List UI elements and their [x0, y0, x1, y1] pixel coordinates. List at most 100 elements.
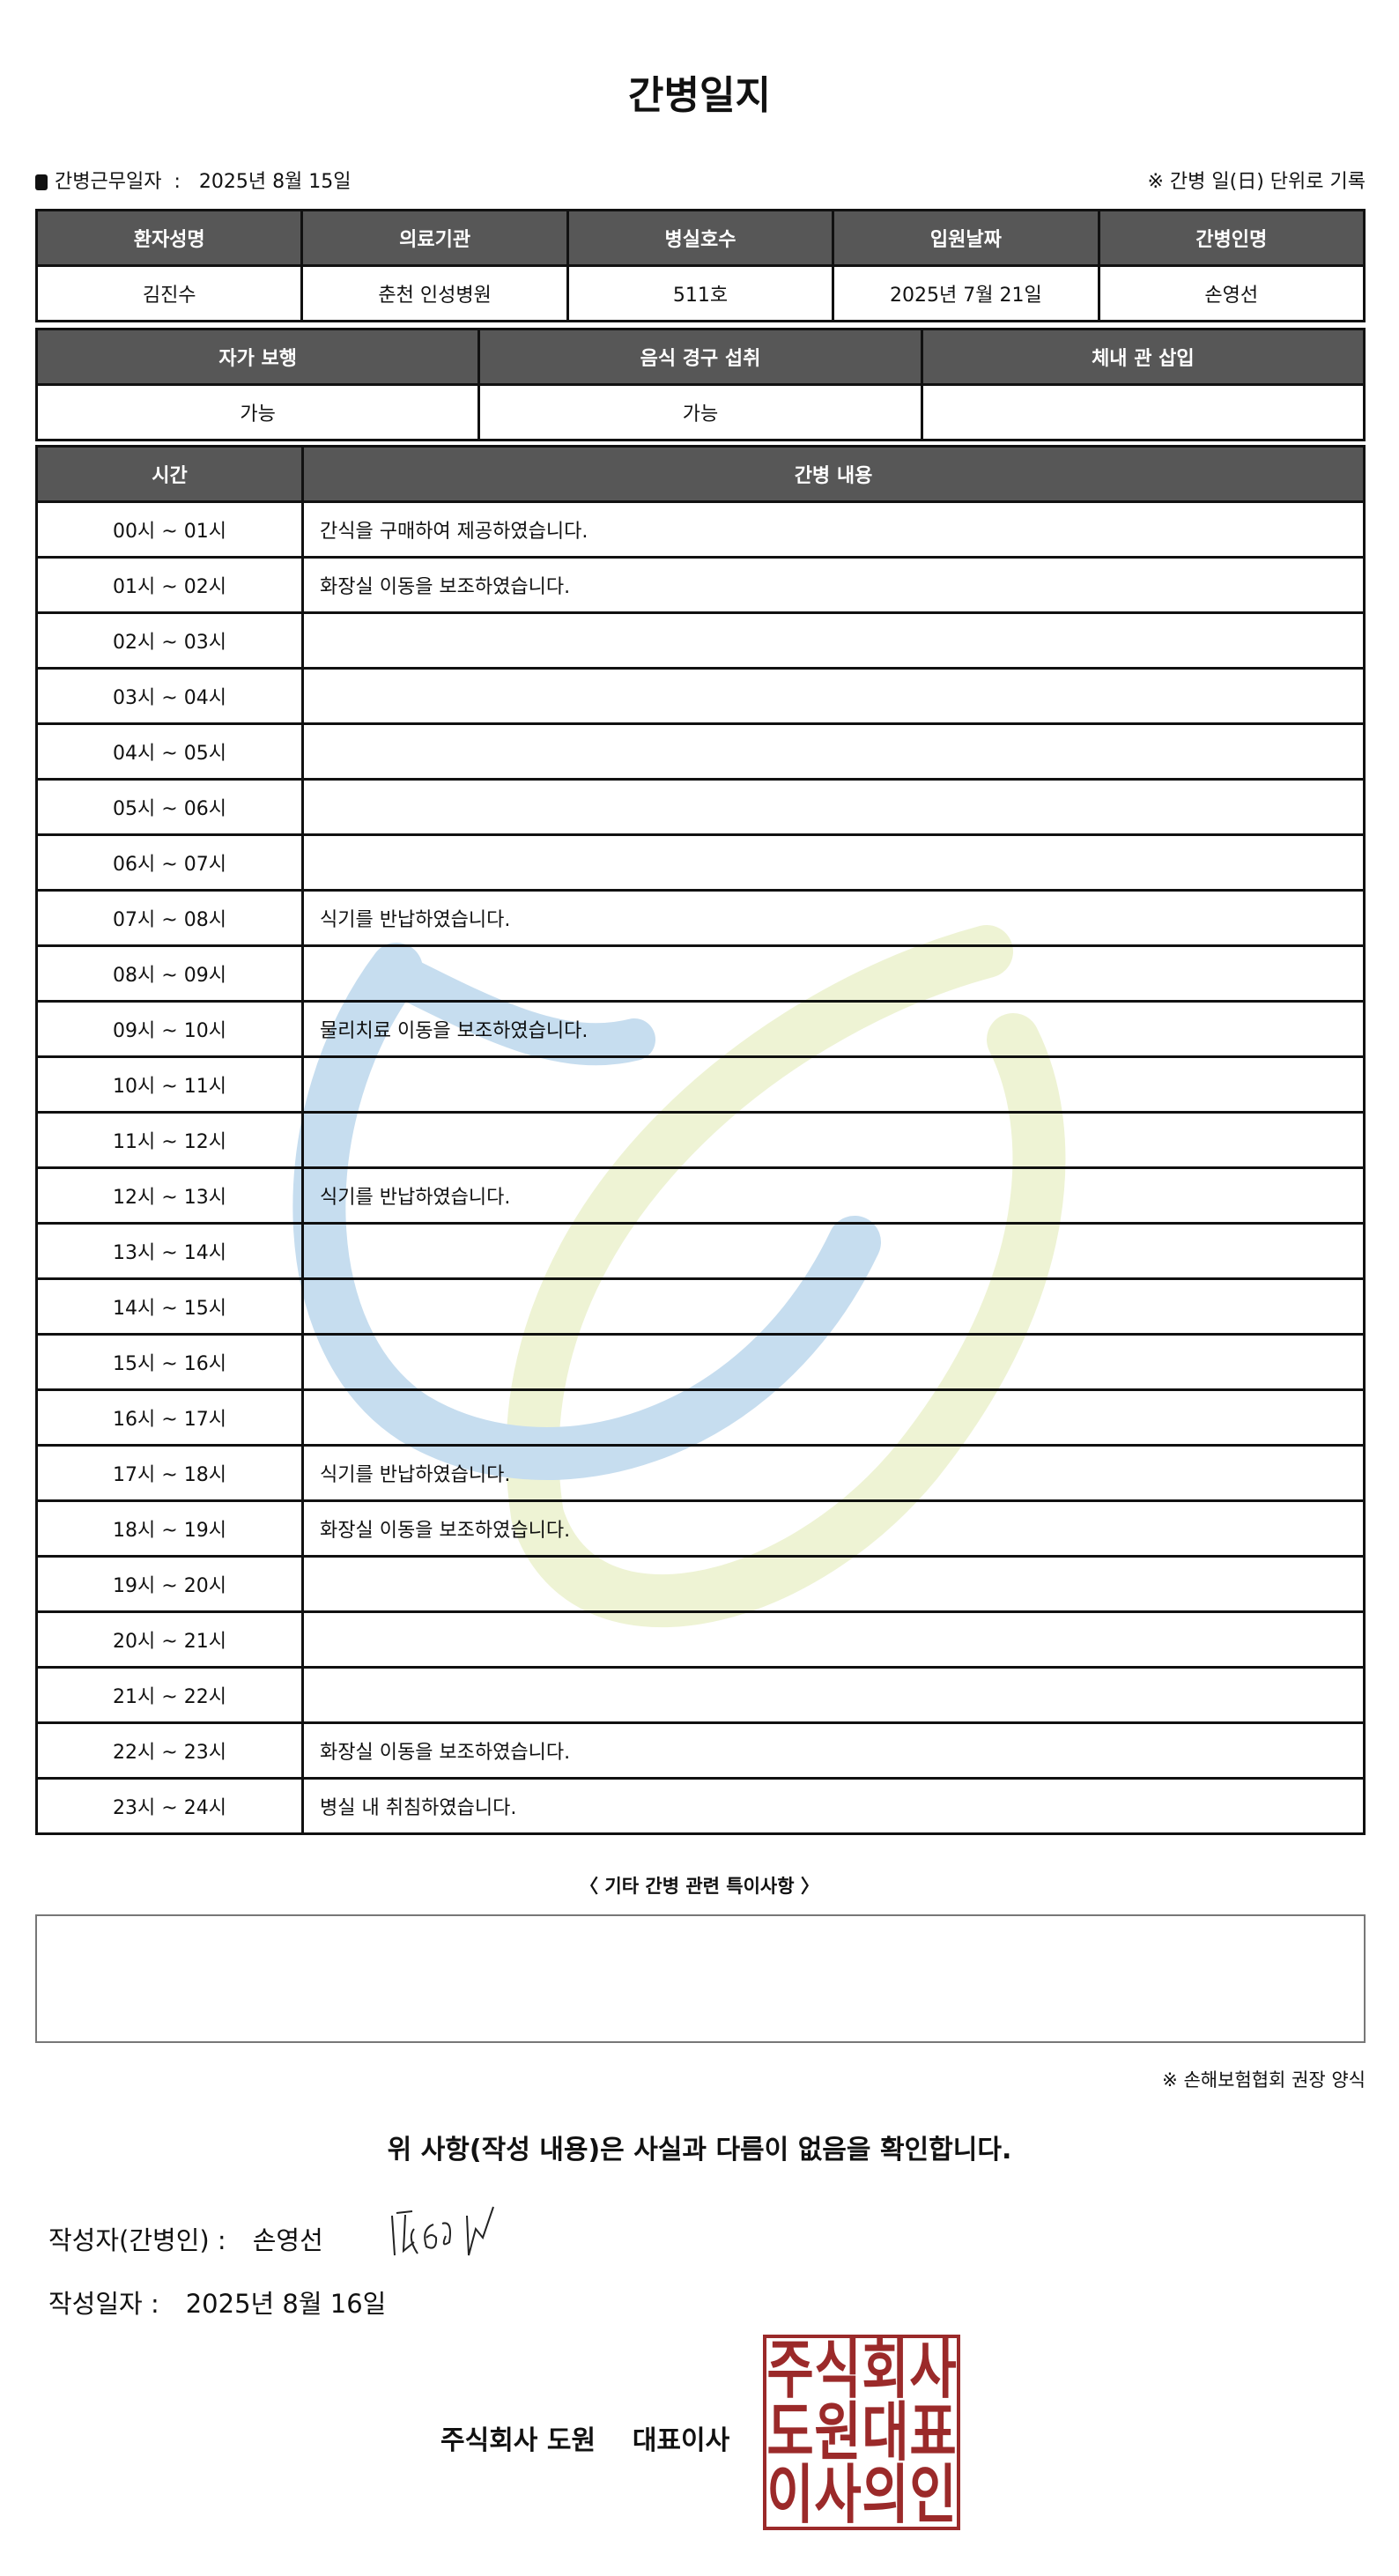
time-cell: 12시 ~ 13시 [35, 1166, 304, 1225]
table-row: 02시 ~ 03시 [35, 611, 1366, 670]
seal-character: 식 [814, 2335, 862, 2408]
table-row: 22시 ~ 23시 화장실 이동을 보조하였습니다. [35, 1721, 1366, 1780]
time-cell: 15시 ~ 16시 [35, 1333, 304, 1391]
content-cell: 식기를 반납하였습니다. [301, 1444, 1366, 1502]
table-row: 12시 ~ 13시 식기를 반납하였습니다. [35, 1166, 1366, 1225]
table-row: 20시 ~ 21시 [35, 1610, 1366, 1669]
content-cell [301, 778, 1366, 836]
time-cell: 13시 ~ 14시 [35, 1222, 304, 1280]
content-cell: 화장실 이동을 보조하였습니다. [301, 1499, 1366, 1558]
time-cell: 23시 ~ 24시 [35, 1777, 304, 1835]
table-row: 09시 ~ 10시 물리치료 이동을 보조하였습니다. [35, 1000, 1366, 1058]
time-cell: 10시 ~ 11시 [35, 1055, 304, 1114]
work-date-value: 2025년 8월 15일 [198, 171, 352, 193]
header-room: 병실호수 [566, 209, 835, 267]
header-content: 간병 내용 [301, 445, 1366, 503]
time-cell: 17시 ~ 18시 [35, 1444, 304, 1502]
content-cell [301, 944, 1366, 1003]
content-cell [301, 1333, 1366, 1391]
seal-character: 사 [814, 2457, 862, 2530]
seal-character: 사 [909, 2335, 957, 2408]
notes-title: 〈 기타 간병 관련 특이사항 〉 [580, 1876, 819, 1897]
hospital: 춘천 인성병원 [300, 264, 569, 322]
time-cell: 22시 ~ 23시 [35, 1721, 304, 1780]
time-cell: 09시 ~ 10시 [35, 1000, 304, 1058]
table-row: 00시 ~ 01시 간식을 구매하여 제공하였습니다. [35, 500, 1366, 559]
header-admission-date: 입원날짜 [832, 209, 1100, 267]
time-cell: 05시 ~ 06시 [35, 778, 304, 836]
table-row: 13시 ~ 14시 [35, 1222, 1366, 1280]
table-row: 06시 ~ 07시 [35, 833, 1366, 892]
content-cell [301, 1555, 1366, 1613]
content-cell: 간식을 구매하여 제공하였습니다. [301, 500, 1366, 559]
table-row: 21시 ~ 22시 [35, 1666, 1366, 1724]
time-cell: 11시 ~ 12시 [35, 1111, 304, 1169]
header-patient-name: 환자성명 [34, 209, 304, 267]
content-cell [301, 1222, 1366, 1280]
header-hospital: 의료기관 [300, 209, 569, 267]
author-name: 손영선 [252, 2225, 323, 2255]
content-cell [301, 1610, 1366, 1669]
table-row: 03시 ~ 04시 [35, 667, 1366, 725]
header-oral-intake: 음식 경구 섭취 [477, 328, 923, 386]
header-caregiver: 간병인명 [1097, 209, 1366, 267]
room: 511호 [566, 264, 835, 322]
time-cell: 02시 ~ 03시 [35, 611, 304, 670]
patient-name: 김진수 [34, 264, 304, 322]
time-cell: 07시 ~ 08시 [35, 889, 304, 947]
content-cell [301, 667, 1366, 725]
table-row: 18시 ~ 19시 화장실 이동을 보조하였습니다. [35, 1499, 1366, 1558]
table-row: 07시 ~ 08시 식기를 반납하였습니다. [35, 889, 1366, 947]
daily-note: ※ 간병 일(日) 단위로 기록 [1147, 171, 1366, 193]
content-cell [301, 722, 1366, 781]
time-cell: 00시 ~ 01시 [35, 500, 304, 559]
table-row: 14시 ~ 15시 [35, 1277, 1366, 1336]
signature [391, 2206, 494, 2256]
content-cell [301, 833, 1366, 892]
author-label: 작성자(간병인) : [48, 2225, 226, 2255]
header-tube: 체내 관 삽입 [920, 328, 1366, 386]
time-cell: 08시 ~ 09시 [35, 944, 304, 1003]
time-cell: 06시 ~ 07시 [35, 833, 304, 892]
table-row: 16시 ~ 17시 [35, 1388, 1366, 1447]
work-date-label: 간병근무일자 [55, 171, 162, 193]
seal-character: 대 [862, 2395, 909, 2470]
oral-intake: 가능 [477, 383, 923, 441]
seal-character: 도 [766, 2395, 814, 2470]
confirmation-statement: 위 사항(작성 내용)은 사실과 다름이 없음을 확인합니다. [387, 2135, 1012, 2165]
content-cell: 화장실 이동을 보조하였습니다. [301, 1721, 1366, 1780]
bullet-icon [35, 174, 48, 190]
time-cell: 19시 ~ 20시 [35, 1555, 304, 1613]
content-cell [301, 1388, 1366, 1447]
caregiver: 손영선 [1097, 264, 1366, 322]
table-row: 11시 ~ 12시 [35, 1111, 1366, 1169]
table-row: 10시 ~ 11시 [35, 1055, 1366, 1114]
table-row: 01시 ~ 02시 화장실 이동을 보조하였습니다. [35, 556, 1366, 614]
info-line: 간병근무일자 : 2025년 8월 15일 ※ 간병 일(日) 단위로 기록 [35, 166, 1366, 194]
time-cell: 18시 ~ 19시 [35, 1499, 304, 1558]
time-cell: 21시 ~ 22시 [35, 1666, 304, 1724]
content-cell [301, 611, 1366, 670]
table-row: 04시 ~ 05시 [35, 722, 1366, 781]
written-date: 2025년 8월 16일 [185, 2289, 387, 2319]
table-row: 05시 ~ 06시 [35, 778, 1366, 836]
seal-character: 인 [909, 2457, 957, 2530]
written-date-line: 작성일자 : 2025년 8월 16일 [48, 2284, 412, 2321]
content-cell [301, 1055, 1366, 1114]
time-cell: 20시 ~ 21시 [35, 1610, 304, 1669]
seal-character: 이 [766, 2457, 814, 2530]
written-date-label: 작성일자 : [48, 2289, 159, 2319]
seal-character: 원 [814, 2395, 862, 2470]
time-cell: 04시 ~ 05시 [35, 722, 304, 781]
header-time: 시간 [35, 445, 304, 503]
seal-character: 회 [862, 2335, 909, 2408]
time-cell: 14시 ~ 15시 [35, 1277, 304, 1336]
page-title: 간병일지 [628, 73, 771, 118]
tube [920, 383, 1366, 441]
content-cell [301, 1111, 1366, 1169]
form-footnote: ※ 손해보험협회 권장 양식 [1162, 2069, 1366, 2091]
time-cell: 01시 ~ 02시 [35, 556, 304, 614]
seal-character: 주 [766, 2335, 814, 2408]
ceo-label: 대표이사 [632, 2425, 730, 2456]
